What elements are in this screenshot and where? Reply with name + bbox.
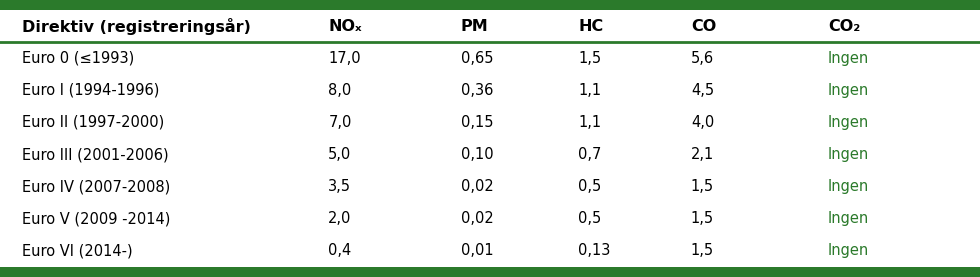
Text: 1,1: 1,1 <box>578 83 602 98</box>
Text: 0,4: 0,4 <box>328 243 352 258</box>
Text: Ingen: Ingen <box>828 179 869 194</box>
Text: Euro IV (2007-2008): Euro IV (2007-2008) <box>22 179 170 194</box>
Text: 8,0: 8,0 <box>328 83 352 98</box>
Text: Ingen: Ingen <box>828 243 869 258</box>
Text: Direktiv (registreringsår): Direktiv (registreringsår) <box>22 17 251 35</box>
Text: 1,5: 1,5 <box>578 51 602 66</box>
Text: Euro I (1994-1996): Euro I (1994-1996) <box>22 83 159 98</box>
Text: 1,5: 1,5 <box>691 211 714 226</box>
Text: CO: CO <box>691 19 716 34</box>
Text: 0,02: 0,02 <box>461 211 493 226</box>
Text: 0,01: 0,01 <box>461 243 493 258</box>
Text: 0,10: 0,10 <box>461 147 493 162</box>
Text: 0,5: 0,5 <box>578 211 602 226</box>
Text: 0,7: 0,7 <box>578 147 602 162</box>
Text: 4,0: 4,0 <box>691 115 714 130</box>
Text: 0,13: 0,13 <box>578 243 611 258</box>
Text: HC: HC <box>578 19 604 34</box>
Text: 0,36: 0,36 <box>461 83 493 98</box>
Text: Euro VI (2014-): Euro VI (2014-) <box>22 243 132 258</box>
Text: 17,0: 17,0 <box>328 51 361 66</box>
Text: 0,5: 0,5 <box>578 179 602 194</box>
Text: NOₓ: NOₓ <box>328 19 362 34</box>
Text: 0,15: 0,15 <box>461 115 493 130</box>
Text: 1,1: 1,1 <box>578 115 602 130</box>
Text: 5,6: 5,6 <box>691 51 714 66</box>
Text: 1,5: 1,5 <box>691 243 714 258</box>
Text: Euro II (1997-2000): Euro II (1997-2000) <box>22 115 164 130</box>
Text: 7,0: 7,0 <box>328 115 352 130</box>
Text: PM: PM <box>461 19 488 34</box>
Text: 2,0: 2,0 <box>328 211 352 226</box>
Text: 4,5: 4,5 <box>691 83 714 98</box>
Text: 0,02: 0,02 <box>461 179 493 194</box>
Text: Euro III (2001-2006): Euro III (2001-2006) <box>22 147 169 162</box>
Text: CO₂: CO₂ <box>828 19 860 34</box>
Text: Ingen: Ingen <box>828 211 869 226</box>
Text: Ingen: Ingen <box>828 83 869 98</box>
Text: 2,1: 2,1 <box>691 147 714 162</box>
Text: Euro 0 (≤1993): Euro 0 (≤1993) <box>22 51 134 66</box>
Text: Ingen: Ingen <box>828 115 869 130</box>
Text: 1,5: 1,5 <box>691 179 714 194</box>
Text: Euro V (2009 -2014): Euro V (2009 -2014) <box>22 211 170 226</box>
Text: 5,0: 5,0 <box>328 147 352 162</box>
Text: Ingen: Ingen <box>828 147 869 162</box>
Text: 3,5: 3,5 <box>328 179 351 194</box>
Text: Ingen: Ingen <box>828 51 869 66</box>
Text: 0,65: 0,65 <box>461 51 493 66</box>
